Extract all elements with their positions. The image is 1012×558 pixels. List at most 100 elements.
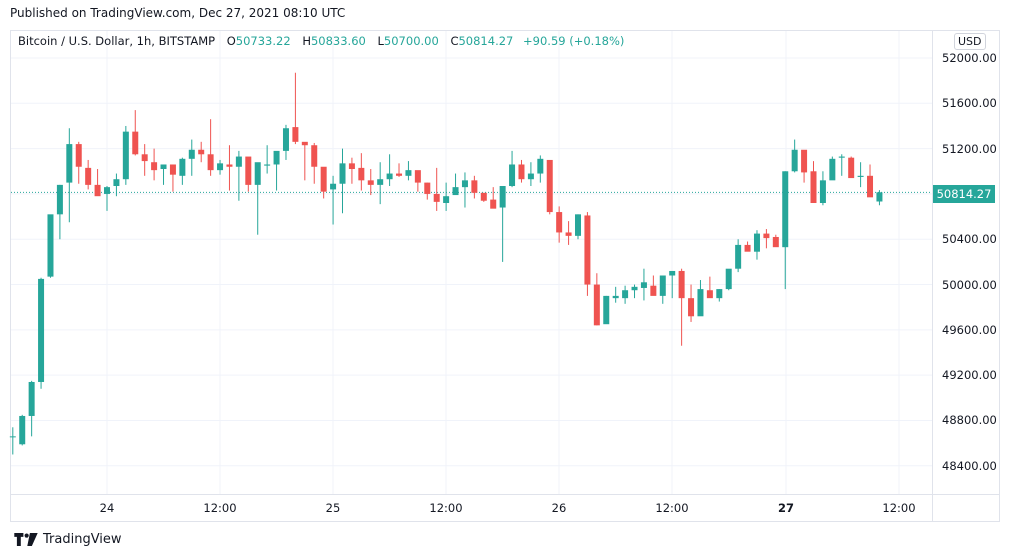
time-tick: 12:00 <box>655 501 689 515</box>
candle-up <box>819 180 826 203</box>
candle-up <box>122 131 129 180</box>
candle-down <box>367 180 374 185</box>
low-value: 50700.00 <box>383 34 439 48</box>
candle-up <box>509 164 516 187</box>
candle-down <box>706 290 713 299</box>
candle-down <box>141 154 148 162</box>
time-tick: 26 <box>551 501 567 515</box>
candle-down <box>424 182 431 194</box>
candle-down <box>810 171 817 203</box>
candle-up <box>537 158 544 174</box>
candle-down <box>546 159 553 213</box>
last-price-label: 50814.27 <box>933 185 995 203</box>
candle-up <box>631 286 638 291</box>
candle-up <box>377 179 384 185</box>
candle-up <box>254 162 261 185</box>
candle-down <box>848 157 855 179</box>
candle-up <box>113 179 120 187</box>
close-label: C <box>450 34 459 48</box>
brand-name: TradingView <box>43 532 122 547</box>
candle-up <box>330 183 337 190</box>
time-axis-divider <box>10 494 1000 495</box>
candle-up <box>612 295 619 299</box>
chart-frame[interactable] <box>10 30 1000 522</box>
candle-up <box>47 214 54 277</box>
price-tick: 49200.00 <box>942 368 997 383</box>
candle-down <box>301 141 308 146</box>
candle-down <box>518 164 525 180</box>
candle-up <box>264 164 271 166</box>
candle-up <box>443 196 450 203</box>
currency-badge[interactable]: USD <box>954 33 986 50</box>
candle-up <box>339 163 346 184</box>
candle-down <box>151 162 158 171</box>
price-tick: 49600.00 <box>942 322 997 337</box>
close-value: 50814.27 <box>458 34 514 48</box>
time-tick: 27 <box>777 501 795 515</box>
candle-up <box>217 163 224 171</box>
candle-down <box>226 164 233 167</box>
candle-down <box>207 154 214 171</box>
candle-down <box>396 173 403 176</box>
candle-down <box>688 298 695 317</box>
candle-up <box>527 173 534 180</box>
candle-up <box>622 290 629 299</box>
candle-up <box>273 150 280 165</box>
candle-up <box>179 158 186 176</box>
candle-down <box>565 232 572 236</box>
candle-up <box>28 381 35 416</box>
low-label: L <box>377 34 384 48</box>
candle-up <box>716 289 723 299</box>
candle-up <box>104 187 110 194</box>
candle-up <box>160 164 167 170</box>
candle-up <box>640 282 647 288</box>
symbol-title[interactable]: Bitcoin / U.S. Dollar, 1h, BITSTAMP <box>18 34 216 48</box>
candle-up <box>876 192 883 202</box>
time-tick: 24 <box>99 501 115 515</box>
candle-up <box>829 158 836 181</box>
candle-down <box>867 175 874 198</box>
candle-up <box>499 186 506 208</box>
candle-down <box>490 199 497 209</box>
candle-up <box>56 184 63 215</box>
candle-down <box>311 145 318 167</box>
high-label: H <box>302 34 311 48</box>
candle-up <box>461 180 468 188</box>
price-tick: 48800.00 <box>942 413 997 428</box>
price-axis-divider <box>932 30 933 522</box>
candle-down <box>358 167 365 181</box>
time-tick: 12:00 <box>203 501 237 515</box>
candle-up <box>603 295 610 325</box>
price-tick: 51600.00 <box>942 96 997 111</box>
candle-down <box>471 180 478 193</box>
candle-down <box>593 284 600 326</box>
candle-up <box>66 144 73 183</box>
candle-up <box>575 214 581 236</box>
candle-up <box>405 170 412 176</box>
candle-up <box>753 233 760 252</box>
change-value: +90.59 (+0.18%) <box>523 34 625 48</box>
candle-down <box>348 163 355 170</box>
price-tick: 48400.00 <box>942 458 997 473</box>
candle-up <box>235 156 242 167</box>
candle-down <box>94 184 101 197</box>
candle-up <box>735 244 742 269</box>
footer-brand: TradingView <box>14 532 122 547</box>
candle-down <box>132 131 139 155</box>
candle-down <box>433 193 440 202</box>
candle-up <box>857 175 864 177</box>
price-tick: 52000.00 <box>942 51 997 65</box>
open-value: 50733.22 <box>235 34 291 48</box>
candle-down <box>556 212 563 233</box>
candle-down <box>245 156 252 185</box>
candle-down <box>292 127 299 142</box>
candle-down <box>85 167 92 185</box>
candle-down <box>678 270 685 299</box>
time-tick: 12:00 <box>882 501 916 515</box>
published-caption: Published on TradingView.com, Dec 27, 20… <box>10 6 346 20</box>
candle-down <box>772 236 779 248</box>
candle-up <box>386 173 393 180</box>
candle-down <box>801 149 808 173</box>
high-value: 50833.60 <box>310 34 366 48</box>
